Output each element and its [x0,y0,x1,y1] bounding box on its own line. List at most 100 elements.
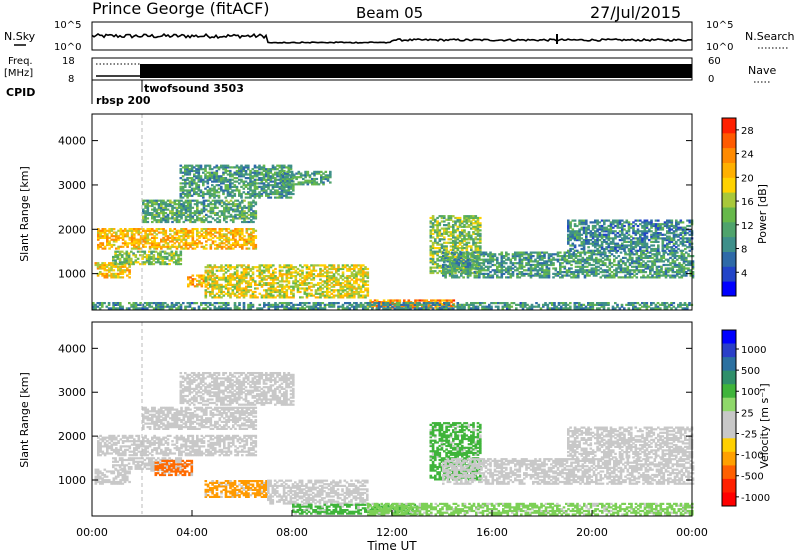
power-echo-cell [112,235,116,238]
power-echo-cell [105,276,109,279]
power-echo-cell [446,269,450,272]
power-echo-cell [197,189,201,192]
power-echo-cell [364,283,367,286]
power-echo-cell [348,287,352,290]
power-echo-cell [607,224,611,228]
power-echo-cell [578,244,581,247]
power-echo-cell [211,274,215,277]
power-echo-cell [303,287,307,290]
power-echo-cell [231,273,235,276]
power-echo-cell [454,241,457,244]
power-echo-cell [173,199,177,202]
power-echo-cell [297,181,301,184]
power-echo-cell [252,242,255,245]
power-echo-cell [205,199,208,202]
power-echo-cell [348,282,352,285]
power-echo-cell [573,224,577,228]
power-echo-cell [582,239,586,242]
power-echo-cell [245,231,249,234]
power-echo-cell [496,267,499,270]
power-echo-cell [547,274,551,277]
power-echo-cell [232,243,235,247]
power-echo-cell [238,175,241,178]
power-echo-cell [525,256,528,259]
power-echo-cell [144,238,147,241]
power-echo-cell [664,269,668,272]
power-echo-cell [278,294,282,297]
power-echo-cell [454,216,457,220]
power-echo-cell [285,285,289,288]
power-echo-cell [423,299,426,302]
power-echo-cell [302,174,305,177]
power-echo-cell [621,223,624,226]
power-echo-cell [685,251,688,254]
power-echo-cell [265,194,268,197]
power-echo-cell [287,185,291,188]
power-echo-cell [110,243,114,247]
power-echo-cell [155,199,159,202]
power-echo-cell [472,227,475,230]
power-echo-cell [172,261,176,264]
power-echo-cell [238,192,241,196]
power-echo-cell [241,208,244,211]
power-echo-cell [160,245,163,248]
power-echo-cell [445,229,448,232]
power-echo-cell [119,272,122,275]
power-echo-cell [215,180,219,183]
power-echo-cell [297,176,301,179]
power-echo-cell [135,240,138,243]
power-echo-cell [144,240,147,243]
power-echo-cell [317,172,321,175]
power-echo-cell [359,287,363,290]
power-echo-cell [227,242,231,245]
power-echo-cell [245,275,248,278]
power-echo-cell [680,276,684,279]
power-echo-cell [269,177,273,180]
power-echo-cell [518,256,522,259]
power-echo-cell [326,177,330,181]
power-echo-cell [554,269,558,272]
power-echo-cell [175,220,179,224]
power-echo-cell [586,272,589,275]
power-echo-cell [628,255,632,258]
power-echo-cell [630,249,633,252]
power-echo-cell [289,187,293,190]
power-echo-cell [196,231,199,234]
power-echo-cell [462,255,465,258]
power-echo-cell [442,265,445,268]
power-echo-cell [523,274,526,277]
power-echo-cell [565,269,569,272]
power-echo-cell [285,275,289,278]
power-echo-cell [403,299,406,302]
power-echo-cell [101,229,105,232]
power-echo-cell [175,250,178,253]
power-echo-cell [689,269,693,272]
power-echo-cell [296,283,300,286]
power-echo-cell [240,175,243,178]
power-echo-cell [247,280,250,283]
power-echo-cell [550,258,553,261]
power-echo-cell [160,201,163,204]
power-echo-cell [105,269,109,272]
power-echo-cell [184,233,188,236]
power-echo-cell [150,252,153,255]
power-echo-cell [142,240,145,243]
power-echo-cell [200,219,204,222]
power-echo-cell [258,283,262,286]
power-echo-cell [118,259,122,262]
power-echo-cell [442,274,445,277]
power-echo-cell [213,191,216,194]
power-echo-cell [229,219,233,222]
power-echo-cell [267,271,271,274]
power-echo-cell [253,175,257,178]
power-echo-cell [153,206,156,209]
power-echo-cell [308,174,312,177]
power-echo-cell [241,243,244,247]
power-echo-cell [578,235,581,238]
power-echo-cell [673,265,677,268]
power-echo-cell [615,269,618,272]
power-echo-cell [299,283,302,286]
power-echo-cell [155,243,159,247]
power-echo-cell [236,287,239,290]
power-echo-cell [429,239,433,243]
